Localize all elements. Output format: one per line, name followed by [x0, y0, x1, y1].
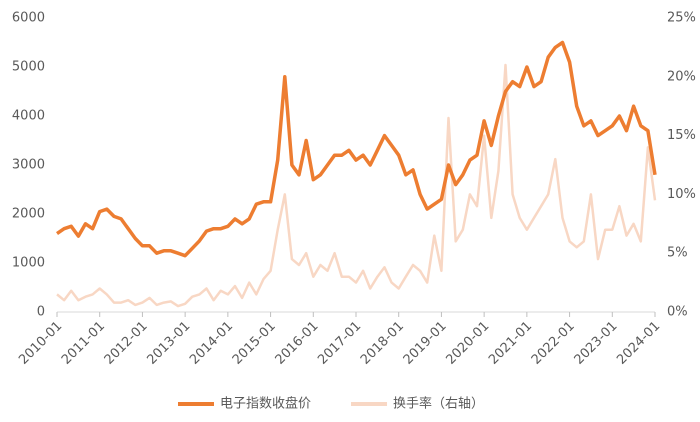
y-tick-label: 2000 [12, 207, 45, 222]
x-tick-label: 2015-01 [230, 319, 279, 368]
y2-tick-label: 15% [667, 128, 696, 143]
x-tick-label: 2022-01 [529, 319, 578, 368]
y2-tick-label: 10% [667, 187, 696, 202]
y2-tick-label: 20% [667, 69, 696, 84]
x-tick-label: 2023-01 [572, 319, 621, 368]
x-tick-label: 2011-01 [59, 319, 108, 368]
x-tick-label: 2016-01 [273, 319, 322, 368]
x-tick-label: 2021-01 [486, 319, 535, 368]
y-tick-label: 1000 [12, 256, 45, 271]
y-tick-label: 4000 [12, 109, 45, 124]
y-tick-label: 5000 [12, 60, 45, 75]
y-tick-label: 0 [37, 305, 45, 320]
x-tick-label: 2010-01 [16, 319, 65, 368]
x-tick-label: 2017-01 [315, 319, 364, 368]
x-tick-label: 2019-01 [401, 319, 450, 368]
x-tick-label: 2014-01 [187, 319, 236, 368]
legend-label: 换手率（右轴） [393, 396, 484, 412]
y2-tick-label: 25% [667, 11, 696, 26]
x-tick-label: 2012-01 [102, 319, 151, 368]
legend-label: 电子指数收盘价 [220, 396, 311, 412]
series-line [56, 40, 657, 258]
y-tick-label: 6000 [12, 11, 45, 26]
x-tick-label: 2013-01 [144, 319, 193, 368]
x-tick-label: 2020-01 [443, 319, 492, 368]
series-line [56, 63, 657, 308]
y2-tick-label: 0% [667, 305, 688, 320]
y-tick-label: 3000 [12, 158, 45, 173]
y2-tick-label: 5% [667, 246, 688, 261]
x-tick-label: 2024-01 [614, 319, 663, 368]
x-tick-label: 2018-01 [358, 319, 407, 368]
